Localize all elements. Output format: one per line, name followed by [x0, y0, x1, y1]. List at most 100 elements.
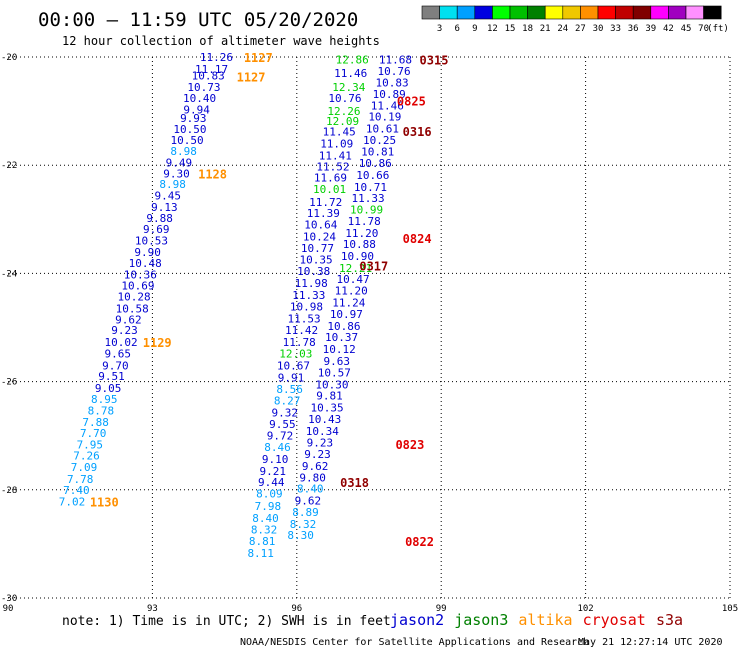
data-point-label: 10.19	[368, 111, 401, 124]
scale-label: 36	[628, 24, 639, 34]
data-point-label: 10.81	[361, 146, 394, 159]
scale-swatch	[544, 5, 564, 20]
data-point-label: 12.03	[279, 347, 312, 360]
data-point-label: 12.09	[326, 115, 359, 128]
data-point-label: 9.93	[180, 112, 207, 125]
scale-label: 30	[593, 24, 604, 34]
data-point-label: 11.20	[345, 227, 378, 240]
x-tick-label: 90	[3, 604, 14, 614]
data-point-label: 11.78	[283, 336, 316, 349]
data-point-label: 11.24	[332, 297, 365, 310]
data-point-label: 9.10	[262, 453, 289, 466]
scale-label: 70	[698, 24, 709, 34]
y-tick-label: -28	[1, 486, 17, 496]
time-label: 1129	[143, 336, 172, 350]
scale-swatch	[650, 5, 669, 20]
data-point-label: 11.98	[295, 277, 328, 290]
data-point-label: 10.83	[376, 76, 409, 89]
scale-label: 27	[575, 24, 586, 34]
time-label: 0316	[403, 125, 432, 139]
scale-label: 9	[472, 24, 477, 34]
legend-jason2: jason2	[390, 611, 444, 629]
scale-swatch	[439, 5, 458, 20]
data-point-label: 9.72	[267, 430, 294, 443]
scale-label: 24	[557, 24, 568, 34]
scale-swatch	[580, 5, 599, 20]
legend-jason3: jason3	[454, 611, 508, 629]
y-tick-label: -30	[1, 594, 17, 604]
data-point-label: 11.52	[316, 160, 349, 173]
data-point-label: 9.88	[146, 212, 173, 225]
data-point-label: 11.68	[379, 54, 412, 67]
data-point-label: 8.27	[274, 395, 301, 408]
time-label: 0823	[395, 438, 424, 452]
y-tick-label: -20	[1, 53, 17, 63]
scale-label: 15	[505, 24, 516, 34]
scale-label: 39	[645, 24, 656, 34]
x-tick-label: 96	[291, 604, 302, 614]
data-point-label: 9.21	[259, 465, 286, 478]
time-label: 0318	[340, 476, 369, 490]
legend-altika: altika	[518, 611, 572, 629]
data-point-label: 10.76	[377, 65, 410, 78]
data-point-label: 11.78	[348, 215, 381, 228]
data-point-label: 9.62	[302, 460, 329, 473]
data-point-label: 9.13	[151, 201, 178, 214]
data-point-label: 8.40	[297, 483, 324, 496]
data-point-label: 8.78	[88, 404, 115, 417]
data-point-label: 10.88	[343, 238, 376, 251]
scale-swatch	[597, 5, 616, 20]
time-label: 1127	[244, 51, 273, 65]
scale-swatch	[421, 5, 440, 20]
data-point-label: 12.34	[332, 81, 365, 94]
data-point-label: 10.50	[173, 123, 206, 136]
y-tick-label: -24	[1, 269, 17, 279]
data-points: 11.2611.1710.8310.7310.409.949.9310.5010…	[59, 51, 412, 560]
data-point-label: 7.02	[59, 496, 86, 509]
scale-swatch	[632, 5, 652, 20]
time-label: 0315	[420, 54, 449, 68]
data-point-label: 11.53	[287, 312, 320, 325]
scale-label: 6	[454, 24, 459, 34]
x-tick-label: 99	[436, 604, 447, 614]
data-point-label: 8.46	[264, 441, 291, 454]
legend-cryosat: cryosat	[583, 611, 646, 629]
legend-s3a: s3a	[656, 611, 683, 629]
data-point-label: 10.89	[373, 88, 406, 101]
data-point-label: 10.43	[308, 413, 341, 426]
time-label: 0824	[403, 232, 432, 246]
data-point-label: 10.64	[304, 219, 337, 232]
data-point-label: 9.70	[102, 359, 129, 372]
data-point-label: 10.48	[129, 257, 162, 270]
data-point-label: 9.63	[324, 355, 351, 368]
data-point-label: 11.09	[320, 138, 353, 151]
scale-label: 12	[487, 24, 498, 34]
data-point-label: 10.40	[183, 92, 216, 105]
x-tick-label: 105	[722, 604, 738, 614]
scale-label: 21	[540, 24, 551, 34]
data-point-label: 9.94	[183, 103, 210, 116]
scale-label: 42	[663, 24, 674, 34]
data-point-label: 10.77	[301, 242, 334, 255]
data-point-label: 11.69	[314, 172, 347, 185]
data-point-label: 10.35	[311, 402, 344, 415]
data-point-label: 11.39	[307, 207, 340, 220]
data-point-label: 10.67	[277, 359, 310, 372]
plot-grid	[8, 56, 731, 599]
scale-unit: (ft)	[707, 24, 729, 34]
data-point-label: 10.02	[105, 336, 138, 349]
chart-subtitle: 12 hour collection of altimeter wave hei…	[62, 34, 380, 48]
satellite-legend: jason2 jason3 altika cryosat s3a	[390, 611, 683, 629]
data-point-label: 11.41	[319, 149, 352, 162]
time-label: 1128	[198, 167, 227, 181]
data-point-label: 11.45	[323, 126, 356, 139]
data-point-label: 10.76	[328, 92, 361, 105]
scale-swatch	[456, 5, 476, 20]
data-point-label: 9.62	[115, 313, 142, 326]
data-point-label: 10.37	[325, 331, 358, 344]
data-point-label: 10.57	[318, 366, 351, 379]
data-point-label: 10.73	[187, 81, 220, 94]
data-point-label: 11.33	[292, 289, 325, 302]
